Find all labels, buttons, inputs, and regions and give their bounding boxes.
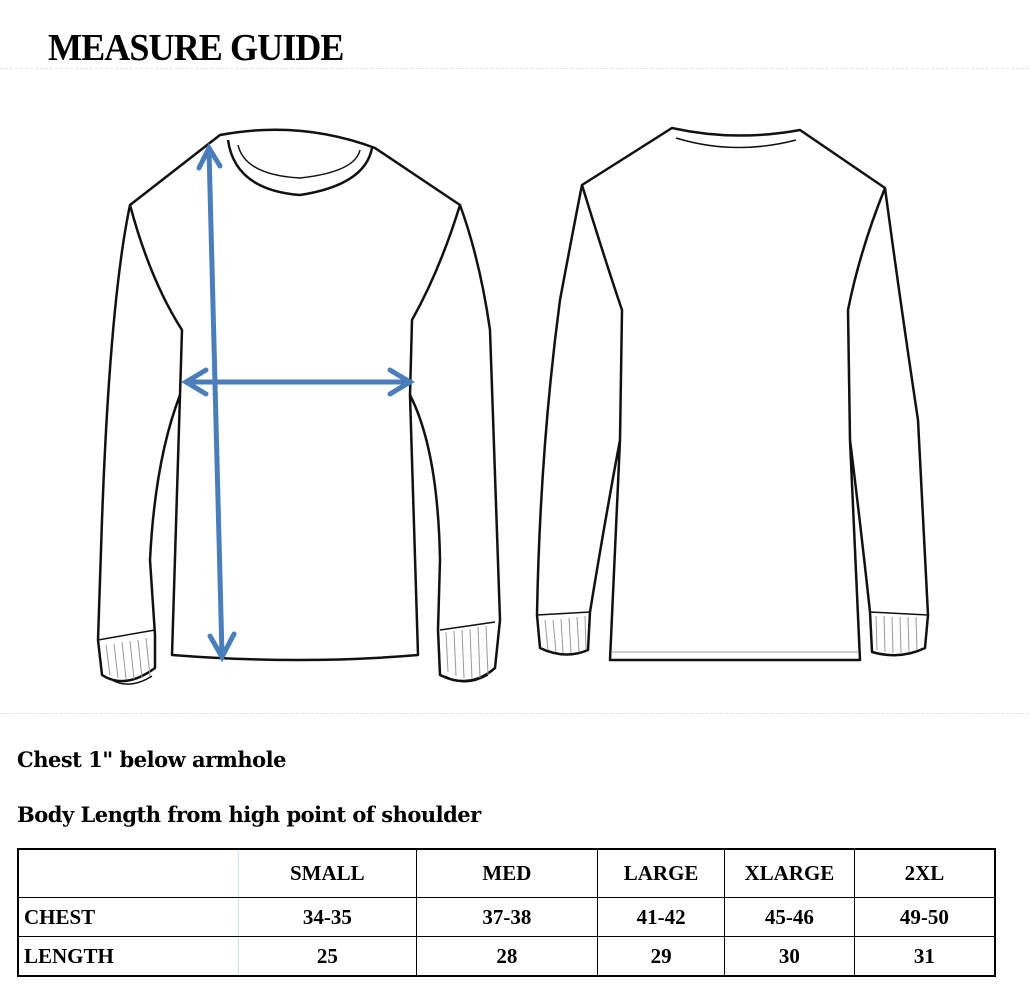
guide-line bbox=[0, 68, 1029, 69]
table-header-row: SMALL MED LARGE XLARGE 2XL bbox=[17, 848, 996, 898]
guide-line bbox=[0, 713, 1029, 714]
header-cell bbox=[17, 848, 240, 898]
header-cell: MED bbox=[415, 848, 599, 898]
table-cell: 30 bbox=[723, 936, 855, 977]
table-row: LENGTH 25 28 29 30 31 bbox=[17, 936, 996, 977]
row-label: CHEST bbox=[17, 897, 240, 937]
length-arrow bbox=[196, 142, 237, 663]
header-cell: SMALL bbox=[238, 848, 417, 898]
table-cell: 29 bbox=[597, 936, 725, 977]
chest-arrow bbox=[181, 367, 415, 397]
measurement-arrows bbox=[181, 142, 415, 663]
table-cell: 34-35 bbox=[238, 897, 417, 937]
row-label: LENGTH bbox=[17, 936, 240, 977]
sweater-illustrations bbox=[96, 126, 930, 685]
length-note: Body Length from high point of shoulder bbox=[17, 802, 481, 827]
table-cell: 49-50 bbox=[853, 897, 996, 937]
header-cell: 2XL bbox=[853, 848, 996, 898]
table-cell: 41-42 bbox=[597, 897, 725, 937]
chest-note: Chest 1" below armhole bbox=[17, 747, 286, 772]
table-cell: 28 bbox=[415, 936, 599, 977]
sweater-front bbox=[96, 128, 502, 685]
table-cell: 37-38 bbox=[415, 897, 599, 937]
table-row: CHEST 34-35 37-38 41-42 45-46 49-50 bbox=[17, 897, 996, 937]
size-table: SMALL MED LARGE XLARGE 2XL CHEST 34-35 3… bbox=[17, 848, 996, 977]
table-cell: 31 bbox=[853, 936, 996, 977]
header-cell: XLARGE bbox=[723, 848, 855, 898]
header-cell: LARGE bbox=[597, 848, 725, 898]
table-cell: 25 bbox=[238, 936, 417, 977]
table-cell: 45-46 bbox=[723, 897, 855, 937]
sweater-back bbox=[535, 126, 930, 662]
page-title: MEASURE GUIDE bbox=[48, 27, 345, 69]
